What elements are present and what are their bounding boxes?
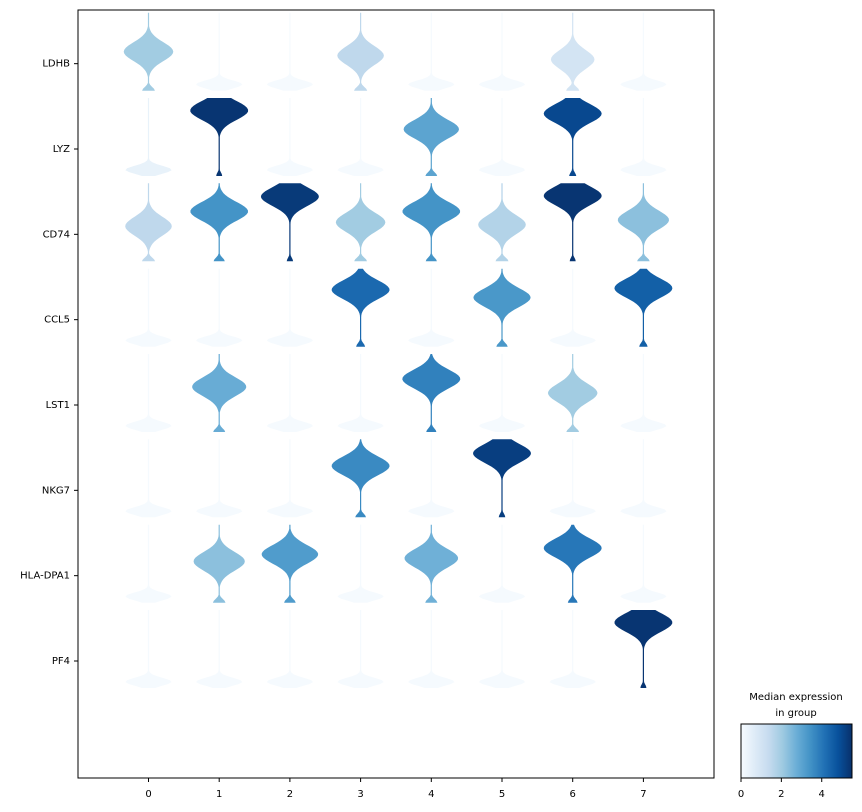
x-axis: 0 1 2 3 4 5 6 7	[145, 778, 647, 800]
violin-HLA-DPA1-1	[193, 524, 245, 603]
violin-LST1-4	[402, 354, 461, 432]
colorbar	[740, 723, 853, 779]
violin-NKG7-6	[549, 439, 596, 518]
violin-CCL5-6	[549, 268, 596, 347]
gene-label: CCL5	[44, 315, 70, 326]
violin-LYZ-4	[403, 98, 459, 176]
x-tick-label: 5	[499, 789, 505, 800]
violin-LYZ-0	[125, 98, 172, 176]
violin-LST1-3	[337, 354, 384, 432]
x-tick-label: 4	[428, 789, 434, 800]
x-tick-label: 0	[145, 789, 151, 800]
violin-HLA-DPA1-3	[337, 524, 384, 603]
violin-NKG7-1	[196, 439, 243, 518]
violin-LDHB-4	[408, 12, 455, 91]
violin-CD74-1	[190, 183, 248, 262]
violin-LYZ-5	[478, 98, 526, 176]
violin-CD74-5	[478, 183, 526, 262]
violin-NKG7-3	[331, 439, 390, 518]
violin-LYZ-2	[266, 98, 313, 176]
violin-HLA-DPA1-2	[261, 524, 319, 603]
gene-label: HLA-DPA1	[20, 571, 70, 582]
violin-LDHB-2	[266, 12, 313, 91]
violin-HLA-DPA1-6	[543, 524, 602, 603]
violin-HLA-DPA1-7	[620, 524, 667, 603]
violin-LYZ-7	[620, 98, 667, 176]
colorbar-legend: Median expression in group 0 2 4	[738, 692, 853, 800]
violin-CD74-3	[335, 183, 386, 262]
gene-label: PF4	[52, 656, 70, 667]
violin-CCL5-2	[266, 268, 313, 347]
violin-LST1-0	[125, 354, 172, 432]
violin-LST1-2	[266, 354, 313, 432]
violin-CCL5-7	[614, 268, 673, 347]
violin-PF4-1	[196, 610, 243, 688]
violin-LDHB-5	[478, 12, 526, 91]
violin-PF4-4	[408, 610, 455, 688]
violin-PF4-5	[478, 610, 526, 688]
gene-label: LYZ	[53, 144, 70, 155]
violin-LDHB-3	[337, 12, 384, 91]
x-tick-label: 6	[570, 789, 576, 800]
violin-LYZ-1	[190, 98, 249, 176]
violin-HLA-DPA1-0	[125, 524, 172, 603]
violin-CD74-7	[617, 183, 669, 262]
violin-LDHB-6	[550, 12, 595, 91]
violin-CD74-0	[125, 183, 172, 262]
x-tick-label: 3	[357, 789, 363, 800]
gene-label: LST1	[46, 400, 70, 411]
violin-PF4-0	[125, 610, 172, 688]
violin-CD74-4	[402, 183, 461, 262]
colorbar-title-line2: in group	[775, 708, 816, 719]
violin-CCL5-0	[125, 268, 172, 347]
violin-LST1-1	[192, 354, 247, 432]
violin-PF4-6	[549, 610, 596, 688]
violin-LST1-5	[478, 354, 526, 432]
violin-PF4-2	[266, 610, 313, 688]
violin-NKG7-5	[473, 439, 531, 518]
violin-LDHB-0	[123, 12, 174, 91]
violin-LYZ-6	[543, 98, 602, 176]
gene-labels: LDHB LYZ CD74 CCL5 LST1 NKG7 HLA-DPA1 PF4	[20, 59, 78, 667]
violin-LDHB-7	[620, 12, 667, 91]
plot-frame	[77, 9, 715, 779]
violin-CCL5-3	[331, 268, 390, 347]
violin-NKG7-0	[125, 439, 172, 518]
violin-HLA-DPA1-4	[404, 524, 459, 603]
x-tick-label: 2	[287, 789, 293, 800]
colorbar-title-line1: Median expression	[749, 692, 843, 703]
colorbar-tick-label: 4	[819, 789, 825, 800]
x-tick-label: 7	[640, 789, 646, 800]
violin-LST1-7	[620, 354, 667, 432]
x-tick-label: 1	[216, 789, 222, 800]
gene-label: CD74	[43, 229, 70, 240]
violin-LYZ-3	[337, 98, 384, 176]
violin-CD74-2	[260, 183, 319, 262]
violin-NKG7-2	[266, 439, 313, 518]
violin-NKG7-4	[408, 439, 455, 518]
violin-NKG7-7	[620, 439, 667, 518]
violin-LDHB-1	[196, 12, 243, 91]
colorbar-tick-label: 2	[778, 789, 784, 800]
gene-label: LDHB	[42, 59, 70, 70]
violins	[123, 12, 673, 688]
violin-CD74-6	[543, 183, 602, 262]
violin-CCL5-4	[408, 268, 455, 347]
gene-label: NKG7	[42, 485, 70, 496]
colorbar-tick-label: 0	[738, 789, 744, 800]
colorbar-ticks: 0 2 4	[738, 778, 825, 800]
violin-CCL5-1	[196, 268, 243, 347]
violin-LST1-6	[547, 354, 598, 432]
violin-CCL5-5	[473, 268, 531, 347]
violin-PF4-3	[337, 610, 384, 688]
violin-PF4-7	[614, 610, 673, 688]
violin-HLA-DPA1-5	[478, 524, 526, 603]
